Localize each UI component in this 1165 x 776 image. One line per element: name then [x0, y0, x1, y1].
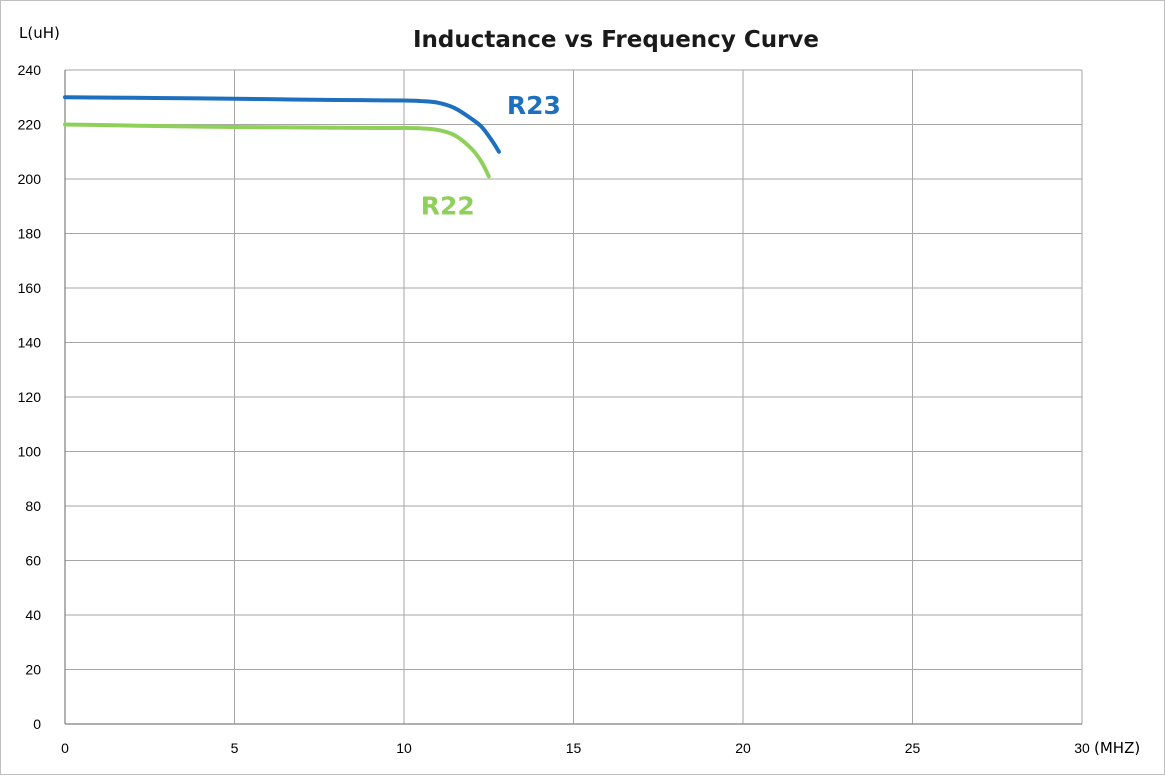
series-lines: [63, 95, 501, 179]
y-tick-label: 120: [18, 389, 42, 405]
y-tick-label: 20: [25, 662, 41, 678]
x-tick-label: 25: [905, 740, 921, 756]
y-tick-label: 240: [18, 62, 42, 78]
axes: [64, 70, 1082, 725]
series-label-r23: R23: [507, 91, 561, 120]
x-tick-label: 10: [396, 740, 412, 756]
series-labels: R23 R22: [421, 91, 561, 221]
y-tick-label: 160: [18, 280, 42, 296]
x-tick-label: 0: [61, 740, 69, 756]
x-tick-label: 20: [735, 740, 751, 756]
x-tick-label: 5: [231, 740, 239, 756]
x-tick-label: 15: [566, 740, 582, 756]
y-tick-label: 40: [25, 607, 41, 623]
tick-labels: 0 20 40 60 80 100 120 140 160 180 200 220 240 0 5 10 15 2…: [18, 62, 1090, 756]
y-tick-label: 200: [18, 171, 42, 187]
y-tick-label: 0: [33, 716, 41, 732]
y-tick-label: 220: [18, 117, 42, 133]
chart-title: Inductance vs Frequency Curve: [413, 27, 819, 53]
x-axis-title: (MHZ): [1094, 739, 1140, 757]
y-tick-label: 180: [18, 226, 42, 242]
series-label-r22: R22: [421, 191, 475, 220]
y-tick-label: 100: [18, 444, 42, 460]
y-tick-label: 80: [25, 498, 41, 514]
series-line-r22: [63, 122, 491, 179]
grid-lines: [64, 69, 1083, 725]
y-tick-label: 140: [18, 335, 42, 351]
y-tick-label: 60: [25, 553, 41, 569]
x-tick-label: 30: [1074, 740, 1090, 756]
y-axis-title: L(uH): [19, 24, 60, 42]
series-line-r23: [63, 95, 501, 154]
